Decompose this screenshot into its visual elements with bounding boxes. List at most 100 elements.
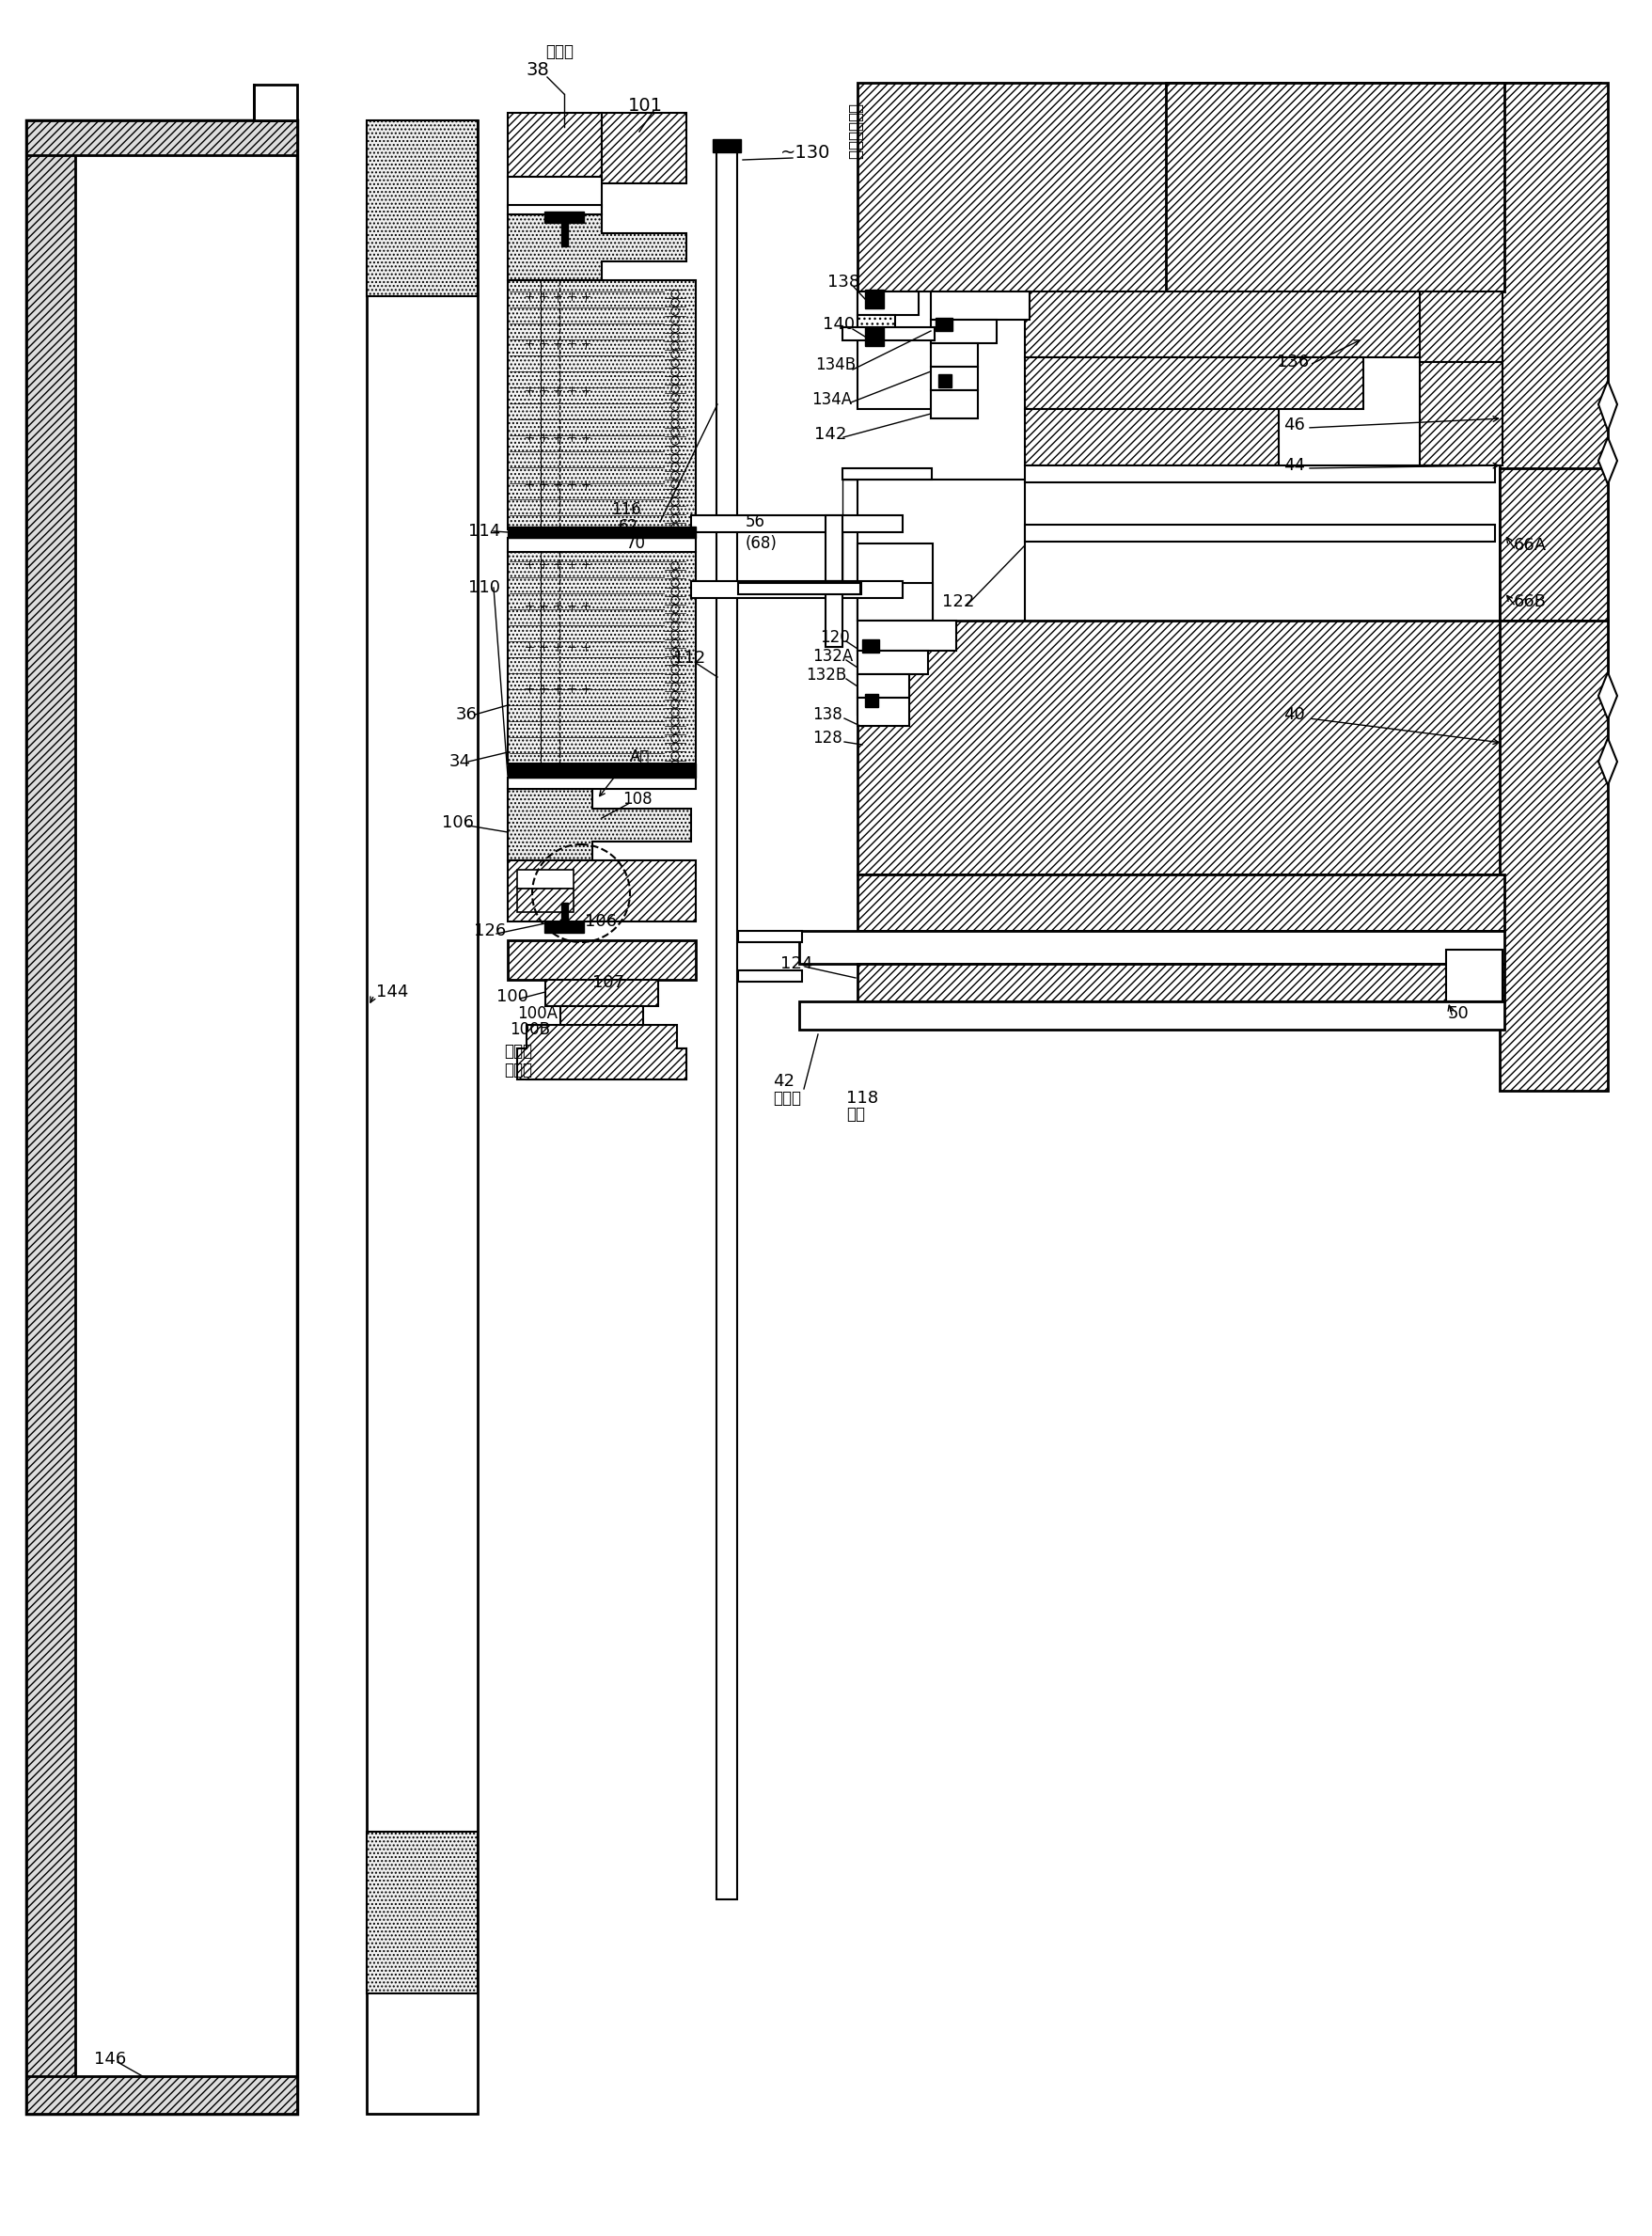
Bar — [857, 479, 1024, 716]
Bar — [857, 675, 909, 698]
Text: 107: 107 — [591, 975, 624, 991]
Bar — [857, 543, 932, 622]
Text: 38: 38 — [527, 63, 550, 80]
Bar — [715, 145, 737, 1898]
Text: 44: 44 — [1282, 456, 1305, 474]
Bar — [1498, 622, 1607, 1091]
Bar — [843, 479, 932, 590]
Bar — [507, 941, 695, 979]
Text: 36: 36 — [456, 707, 477, 722]
Text: 66B: 66B — [1513, 593, 1546, 610]
Bar — [857, 622, 1593, 874]
Bar — [562, 903, 568, 923]
Polygon shape — [26, 121, 297, 154]
Polygon shape — [254, 85, 297, 121]
Bar — [938, 373, 952, 387]
Bar — [843, 467, 932, 479]
Bar — [691, 581, 902, 597]
Bar — [857, 333, 932, 409]
Bar — [507, 861, 695, 921]
Bar — [843, 584, 861, 595]
Text: 132A: 132A — [811, 648, 852, 664]
Text: 基台部: 基台部 — [773, 1089, 801, 1107]
Text: 100A: 100A — [517, 1006, 557, 1022]
Text: 110: 110 — [468, 579, 501, 597]
Bar — [864, 326, 884, 347]
Polygon shape — [1597, 380, 1616, 432]
Bar — [1024, 358, 1363, 409]
Text: 金属密封部件: 金属密封部件 — [846, 103, 862, 159]
Bar — [1498, 83, 1607, 646]
Bar — [930, 291, 1029, 320]
Text: 140: 140 — [823, 315, 854, 333]
Text: 134B: 134B — [814, 356, 856, 373]
Text: 34: 34 — [449, 754, 471, 769]
Text: 46: 46 — [1282, 416, 1303, 434]
Bar — [864, 693, 877, 707]
Bar — [560, 1006, 643, 1026]
Bar — [26, 121, 297, 2113]
Text: 40: 40 — [1282, 707, 1303, 722]
Text: 138: 138 — [811, 707, 843, 722]
Text: 50: 50 — [1447, 1006, 1469, 1022]
Bar — [857, 964, 1503, 1002]
Bar — [1024, 291, 1447, 358]
Bar — [935, 318, 952, 331]
Text: (68): (68) — [745, 534, 776, 552]
Polygon shape — [507, 789, 691, 861]
Text: 126: 126 — [474, 923, 506, 939]
Text: 106: 106 — [441, 814, 474, 832]
Bar — [507, 778, 695, 789]
Bar — [544, 212, 583, 224]
Bar — [507, 762, 695, 778]
Polygon shape — [507, 112, 601, 177]
Bar — [857, 584, 932, 622]
Bar — [544, 921, 583, 932]
Text: 100: 100 — [496, 988, 529, 1006]
Bar — [1498, 467, 1607, 671]
Text: 112: 112 — [672, 651, 705, 666]
Text: 138: 138 — [828, 273, 859, 291]
Text: 118: 118 — [846, 1089, 877, 1107]
Bar — [800, 930, 1503, 964]
Bar — [507, 552, 695, 762]
Bar — [930, 367, 978, 391]
Bar — [800, 1002, 1503, 1029]
Bar — [738, 970, 801, 982]
Text: 106: 106 — [585, 912, 616, 930]
Polygon shape — [507, 215, 686, 280]
Polygon shape — [1597, 438, 1616, 485]
Bar — [507, 525, 695, 539]
Bar — [862, 639, 879, 653]
Bar — [507, 539, 695, 552]
Bar — [857, 698, 909, 727]
Bar — [857, 651, 927, 675]
Bar — [507, 280, 695, 530]
Bar — [930, 342, 978, 367]
Text: 绝缘部: 绝缘部 — [504, 1062, 532, 1078]
Text: 122: 122 — [942, 593, 975, 610]
Text: A部: A部 — [629, 749, 649, 765]
Bar — [562, 224, 568, 246]
Polygon shape — [507, 177, 601, 208]
Text: 101: 101 — [628, 96, 662, 114]
Text: 42: 42 — [773, 1073, 795, 1089]
Bar — [857, 622, 955, 651]
Text: 114: 114 — [468, 523, 501, 539]
Text: 116: 116 — [611, 501, 641, 519]
Bar — [1024, 465, 1493, 483]
Bar — [824, 581, 843, 646]
Bar — [517, 888, 573, 912]
Bar — [738, 930, 801, 941]
Text: 144: 144 — [377, 984, 408, 999]
Text: 124: 124 — [780, 955, 813, 973]
Bar — [738, 584, 859, 595]
Bar — [1419, 362, 1502, 465]
Bar — [527, 1049, 686, 1080]
Bar — [1024, 409, 1279, 465]
Bar — [857, 83, 1599, 291]
Text: 62: 62 — [618, 519, 638, 534]
Text: 凸缘部: 凸缘部 — [504, 1042, 532, 1060]
Text: 128: 128 — [811, 729, 843, 747]
Polygon shape — [26, 121, 76, 2113]
